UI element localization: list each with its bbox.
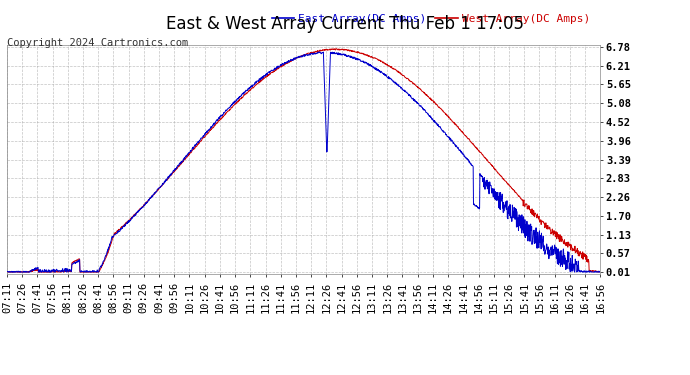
Text: Copyright 2024 Cartronics.com: Copyright 2024 Cartronics.com — [7, 38, 188, 48]
Text: East & West Array Current Thu Feb 1 17:05: East & West Array Current Thu Feb 1 17:0… — [166, 15, 524, 33]
Legend: East Array(DC Amps), West Array(DC Amps): East Array(DC Amps), West Array(DC Amps) — [267, 9, 595, 28]
